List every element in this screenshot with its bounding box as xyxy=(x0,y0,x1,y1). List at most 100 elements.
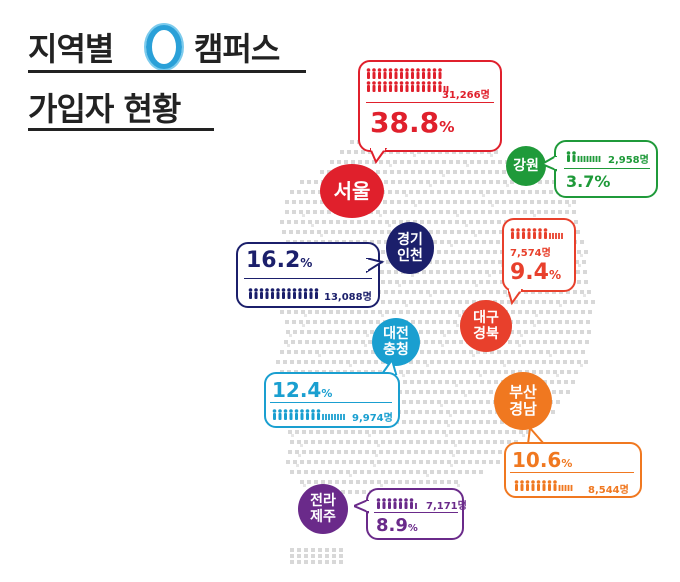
map-dot xyxy=(426,290,430,294)
map-dot xyxy=(439,170,443,174)
map-dot xyxy=(310,230,314,234)
map-dot xyxy=(357,350,361,354)
map-dot xyxy=(377,444,380,447)
map-dot xyxy=(544,320,548,324)
map-dot xyxy=(465,360,469,364)
map-dot xyxy=(577,280,581,284)
map-dot xyxy=(444,470,448,474)
map-dot xyxy=(348,490,352,494)
map-dot xyxy=(420,370,424,374)
map-dot xyxy=(475,460,479,464)
map-dot xyxy=(358,430,362,434)
map-dot xyxy=(404,210,408,214)
map-dot xyxy=(486,440,490,444)
person-icon xyxy=(287,288,291,299)
map-dot xyxy=(384,480,388,484)
map-dot xyxy=(374,470,378,474)
person-icon-small xyxy=(592,155,595,162)
map-dot xyxy=(543,340,547,344)
map-dot xyxy=(502,210,506,214)
map-dot xyxy=(462,370,466,374)
map-dot xyxy=(460,210,464,214)
map-dot xyxy=(492,230,496,234)
map-dot xyxy=(433,180,437,184)
daejeon-percent: 12.4% xyxy=(272,378,333,402)
gyeonggi-divider xyxy=(244,278,372,279)
map-dot xyxy=(439,200,443,204)
map-dot xyxy=(291,434,294,437)
map-dot xyxy=(402,400,406,404)
map-dot xyxy=(456,214,459,217)
map-dot xyxy=(524,330,528,334)
map-dot xyxy=(425,210,429,214)
map-dot xyxy=(407,160,411,164)
map-dot xyxy=(437,470,441,474)
map-dot xyxy=(418,210,422,214)
map-dot xyxy=(426,390,430,394)
map-dot xyxy=(416,190,420,194)
map-dot xyxy=(307,460,311,464)
map-dot xyxy=(552,390,556,394)
map-dot xyxy=(421,160,425,164)
map-dot xyxy=(441,310,445,314)
jeolla-bubble-tail xyxy=(354,500,370,514)
map-dot xyxy=(537,210,541,214)
map-dot xyxy=(292,200,296,204)
person-icon xyxy=(527,228,531,239)
map-dot xyxy=(354,340,358,344)
map-dot xyxy=(321,480,325,484)
map-dot xyxy=(518,350,522,354)
map-dot xyxy=(385,220,389,224)
map-dot xyxy=(583,270,587,274)
person-icon xyxy=(543,228,548,239)
map-dot xyxy=(356,330,360,334)
map-dot xyxy=(528,360,532,364)
person-icon xyxy=(259,288,264,299)
person-icon-small xyxy=(324,413,328,420)
map-dot xyxy=(584,300,588,304)
person-icon-small xyxy=(560,232,564,239)
map-dot xyxy=(484,260,488,264)
map-dot xyxy=(481,210,485,214)
map-dot xyxy=(330,450,334,454)
map-dot xyxy=(565,210,569,214)
map-dot xyxy=(379,160,383,164)
map-dot xyxy=(365,430,369,434)
map-dot xyxy=(556,360,560,364)
map-dot xyxy=(489,240,493,244)
map-dot xyxy=(398,180,402,184)
map-dot xyxy=(584,360,588,364)
person-icon-small xyxy=(446,85,449,92)
map-dot xyxy=(449,430,453,434)
map-dot xyxy=(332,470,336,474)
map-dot xyxy=(499,230,503,234)
map-dot xyxy=(587,330,591,334)
map-dot xyxy=(355,320,359,324)
map-dot xyxy=(403,150,407,154)
map-dot xyxy=(395,440,399,444)
map-dot xyxy=(414,450,418,454)
map-dot xyxy=(350,310,354,314)
map-dot xyxy=(380,484,383,487)
person-icon-small xyxy=(321,413,325,420)
map-dot xyxy=(581,310,585,314)
map-dot xyxy=(526,430,530,434)
map-dot xyxy=(480,150,484,154)
map-dot xyxy=(409,420,413,424)
map-dot xyxy=(332,360,336,364)
map-dot xyxy=(368,340,372,344)
map-dot xyxy=(424,380,428,384)
map-dot xyxy=(580,330,584,334)
map-dot xyxy=(358,160,362,164)
map-dot xyxy=(301,350,305,354)
map-dot xyxy=(388,224,391,227)
map-dot xyxy=(423,470,427,474)
map-dot xyxy=(463,160,467,164)
map-dot xyxy=(558,200,562,204)
map-dot xyxy=(313,210,317,214)
daejeon-label-2: 충청 xyxy=(383,342,409,358)
map-dot xyxy=(363,330,367,334)
person-icon xyxy=(265,288,269,299)
map-dot xyxy=(468,390,472,394)
map-dot xyxy=(427,370,431,374)
